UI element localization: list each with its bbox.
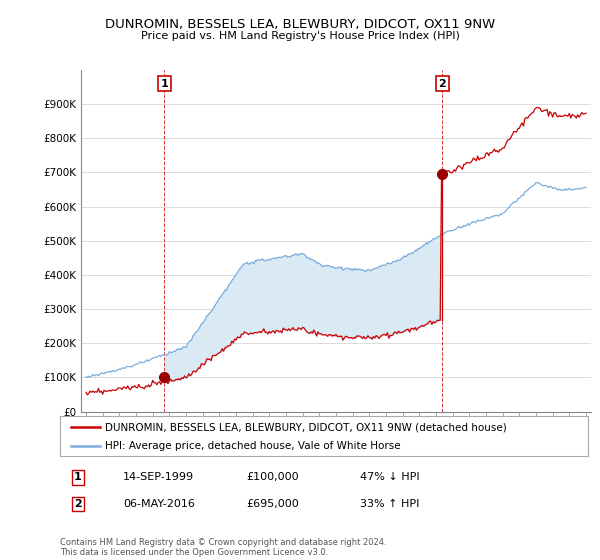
Text: Contains HM Land Registry data © Crown copyright and database right 2024.
This d: Contains HM Land Registry data © Crown c… [60, 538, 386, 557]
Text: 1: 1 [161, 78, 169, 88]
Text: 47% ↓ HPI: 47% ↓ HPI [360, 472, 419, 482]
Text: DUNROMIN, BESSELS LEA, BLEWBURY, DIDCOT, OX11 9NW (detached house): DUNROMIN, BESSELS LEA, BLEWBURY, DIDCOT,… [105, 422, 506, 432]
Text: 2: 2 [74, 499, 82, 509]
Text: 33% ↑ HPI: 33% ↑ HPI [360, 499, 419, 509]
Text: DUNROMIN, BESSELS LEA, BLEWBURY, DIDCOT, OX11 9NW: DUNROMIN, BESSELS LEA, BLEWBURY, DIDCOT,… [105, 18, 495, 31]
Text: HPI: Average price, detached house, Vale of White Horse: HPI: Average price, detached house, Vale… [105, 441, 401, 451]
Text: 1: 1 [74, 472, 82, 482]
Text: 2: 2 [439, 78, 446, 88]
Text: Price paid vs. HM Land Registry's House Price Index (HPI): Price paid vs. HM Land Registry's House … [140, 31, 460, 41]
Text: £695,000: £695,000 [246, 499, 299, 509]
Text: 06-MAY-2016: 06-MAY-2016 [123, 499, 195, 509]
Text: £100,000: £100,000 [246, 472, 299, 482]
Text: 14-SEP-1999: 14-SEP-1999 [123, 472, 194, 482]
